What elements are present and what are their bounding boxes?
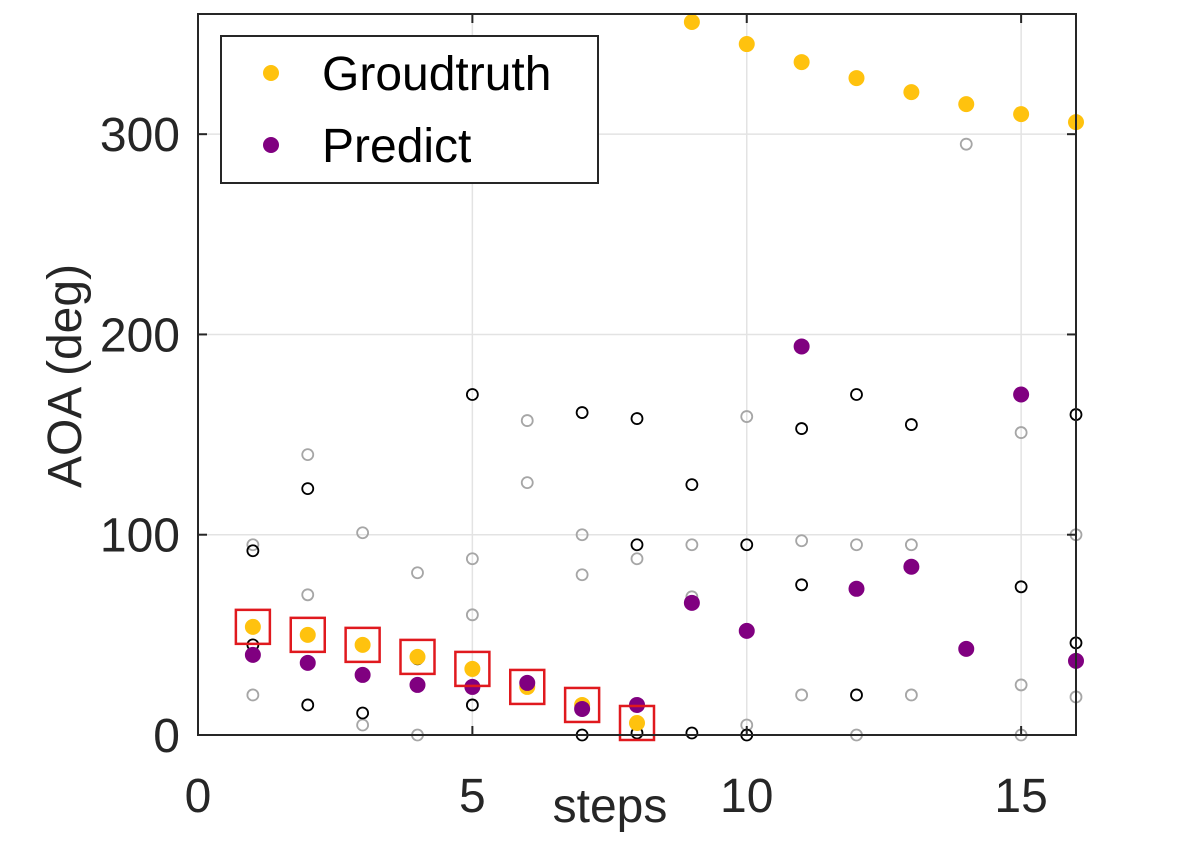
candidates-light-point: [904, 688, 918, 702]
plot-frame: [197, 13, 1077, 736]
candidates-light-point: [246, 538, 260, 552]
candidates-light-point: [740, 410, 754, 423]
candidates-light-point: [301, 448, 315, 462]
candidates-light-point: [904, 538, 918, 552]
predict-point: [848, 580, 865, 597]
candidates-dark-point: [246, 544, 260, 558]
highlight-square: [618, 704, 656, 742]
candidates-light-point: [630, 552, 644, 566]
candidates-dark-point: [301, 482, 315, 496]
groudtruth-point: [354, 636, 371, 653]
predict-point: [903, 558, 920, 575]
candidates-dark-point: [465, 698, 479, 712]
predict-point: [1013, 386, 1030, 403]
x-tick-label-10: 10: [720, 770, 773, 823]
y-tick-label-0: 0: [153, 710, 180, 763]
predict-point: [683, 594, 700, 611]
y-tick-label-200: 200: [100, 309, 180, 362]
x-axis-label: steps: [553, 780, 668, 833]
groudtruth-point: [629, 714, 645, 731]
candidates-dark-point: [850, 688, 863, 702]
x-tick-label-15: 15: [994, 770, 1047, 823]
y-axis-label: AOA (deg): [39, 264, 92, 488]
candidates-dark-point: [356, 706, 370, 720]
legend-marker-predict: [263, 137, 279, 153]
candidates-dark-point: [685, 478, 699, 492]
light-candidate-points: [246, 137, 1083, 742]
candidates-light-point: [520, 476, 534, 490]
legend-label-predict: Predict: [322, 120, 471, 173]
candidates-dark-point: [795, 422, 809, 435]
axis-ticks: 0 5 10 15 0 100 200 300: [100, 14, 1076, 823]
predict-point: [519, 674, 536, 691]
candidates-light-point: [465, 552, 479, 566]
candidates-light-point: [246, 688, 260, 702]
highlight-square: [454, 650, 491, 688]
x-tick-label-5: 5: [459, 770, 486, 823]
predict-point: [574, 700, 591, 717]
y-tick-label-300: 300: [100, 109, 180, 162]
predict-point: [354, 666, 371, 683]
candidates-light-point: [959, 137, 973, 151]
candidates-light-point: [795, 534, 809, 548]
groudtruth-point: [299, 626, 316, 643]
candidates-dark-point: [1014, 580, 1028, 594]
candidates-dark-point: [740, 538, 754, 552]
legend: Groudtruth Predict: [220, 35, 599, 184]
candidates-light-point: [1014, 678, 1028, 692]
groudtruth-point: [738, 36, 755, 53]
x-tick-label-0: 0: [185, 770, 212, 823]
predict-point: [738, 622, 755, 639]
groudtruth-point: [1013, 106, 1030, 123]
candidates-light-point: [301, 588, 315, 602]
candidates-light-point: [795, 688, 809, 702]
groudtruth-point: [848, 70, 865, 87]
candidates-dark-point: [630, 538, 644, 552]
candidates-light-point: [356, 718, 370, 732]
groudtruth-point: [793, 54, 810, 71]
candidates-light-point: [411, 566, 424, 580]
highlight-squares: [234, 608, 656, 742]
highlight-square: [344, 626, 381, 664]
candidates-dark-point: [465, 388, 479, 401]
candidates-light-point: [356, 526, 370, 540]
predict-point: [958, 640, 975, 657]
groudtruth-point: [244, 618, 261, 635]
candidates-light-point: [575, 568, 589, 582]
predict-point: [793, 338, 810, 355]
candidates-light-point: [685, 538, 699, 552]
highlight-square: [509, 668, 546, 706]
candidates-dark-point: [575, 406, 589, 419]
highlight-square: [563, 686, 601, 724]
candidates-dark-point: [685, 726, 699, 740]
legend-marker-groudtruth: [263, 65, 279, 81]
predict-point: [409, 676, 426, 693]
candidates-light-point: [1014, 426, 1028, 439]
candidates-light-point: [465, 608, 479, 622]
candidates-light-point: [520, 414, 534, 427]
dark-candidate-points: [246, 388, 1083, 742]
groudtruth-point: [464, 660, 481, 677]
candidates-light-point: [575, 528, 589, 542]
candidates-dark-point: [850, 388, 863, 401]
groudtruth-point: [903, 84, 920, 101]
highlight-square: [289, 616, 326, 654]
groudtruth-point: [409, 648, 426, 665]
predict-point: [299, 654, 316, 671]
candidates-dark-point: [904, 418, 918, 431]
highlight-square: [234, 608, 272, 646]
predict-point: [244, 646, 261, 663]
predict-points: [244, 338, 1084, 717]
groudtruth-point: [958, 96, 975, 113]
y-tick-label-100: 100: [100, 510, 180, 563]
legend-label-groudtruth: Groudtruth: [322, 48, 551, 101]
candidates-dark-point: [301, 698, 315, 712]
candidates-dark-point: [630, 412, 644, 425]
legend-box: [220, 35, 599, 184]
highlight-square: [399, 638, 436, 676]
groudtruth-point: [683, 14, 700, 31]
candidates-light-point: [850, 538, 863, 552]
candidates-dark-point: [795, 578, 809, 592]
